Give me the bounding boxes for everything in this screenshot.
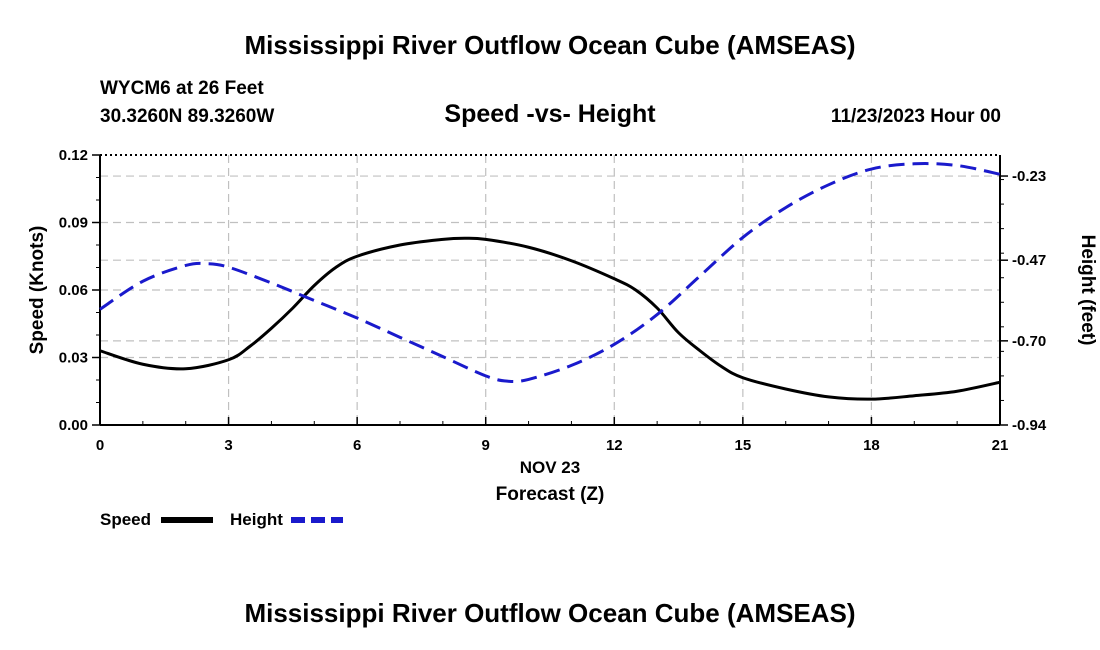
x-tick-label: 0: [96, 437, 104, 454]
y-left-tick-label: 0.03: [59, 350, 88, 367]
legend-speed-label: Speed: [100, 510, 152, 529]
y-right-axis-title: Height (feet): [1077, 235, 1098, 346]
legend-speed-swatch: [161, 517, 213, 523]
grid-layer: [100, 155, 1000, 426]
y-left-tick-label: 0.12: [59, 147, 88, 164]
legend-height-swatch: [291, 517, 343, 523]
footer-title: Mississippi River Outflow Ocean Cube (AM…: [244, 598, 856, 628]
legend-height-label: Height: [230, 510, 283, 529]
speed-series-line: [99, 236, 1001, 401]
chart-title: Mississippi River Outflow Ocean Cube (AM…: [244, 30, 856, 60]
x-tick-label: 3: [224, 437, 232, 454]
y-right-tick-label: -0.94: [1012, 417, 1047, 434]
x-axis-title: Forecast (Z): [496, 484, 605, 505]
axes-layer: [92, 154, 1008, 426]
y-right-tick-label: -0.23: [1012, 168, 1046, 185]
x-tick-label: 15: [735, 437, 752, 454]
x-tick-label: 9: [482, 437, 490, 454]
station-label: WYCM6 at 26 Feet: [100, 78, 264, 99]
x-tick-label: 12: [606, 437, 623, 454]
y-right-tick-label: -0.47: [1012, 252, 1046, 269]
x-axis-date-label: NOV 23: [520, 458, 580, 477]
x-tick-label: 21: [992, 437, 1009, 454]
y-left-tick-label: 0.00: [59, 417, 88, 434]
y-right-tick-label: -0.70: [1012, 333, 1046, 350]
labels-layer: 0 3 6 9 12 15 18 21 0.00 0.03 0.06 0.09 0.12 -0.94 -0.…: [27, 147, 1098, 505]
chart-subtitle: Speed -vs- Height: [444, 100, 656, 128]
y-left-axis-title: Speed (Knots): [27, 226, 48, 355]
station-coordinates: 30.3260N 89.3260W: [100, 106, 275, 127]
x-tick-label: 6: [353, 437, 361, 454]
y-left-tick-label: 0.06: [59, 282, 88, 299]
forecast-datetime: 11/23/2023 Hour 00: [830, 106, 1001, 127]
y-left-tick-label: 0.09: [59, 215, 88, 232]
series-layer: [99, 162, 1001, 401]
x-tick-label: 18: [863, 437, 880, 454]
height-series-line: [99, 162, 1001, 384]
